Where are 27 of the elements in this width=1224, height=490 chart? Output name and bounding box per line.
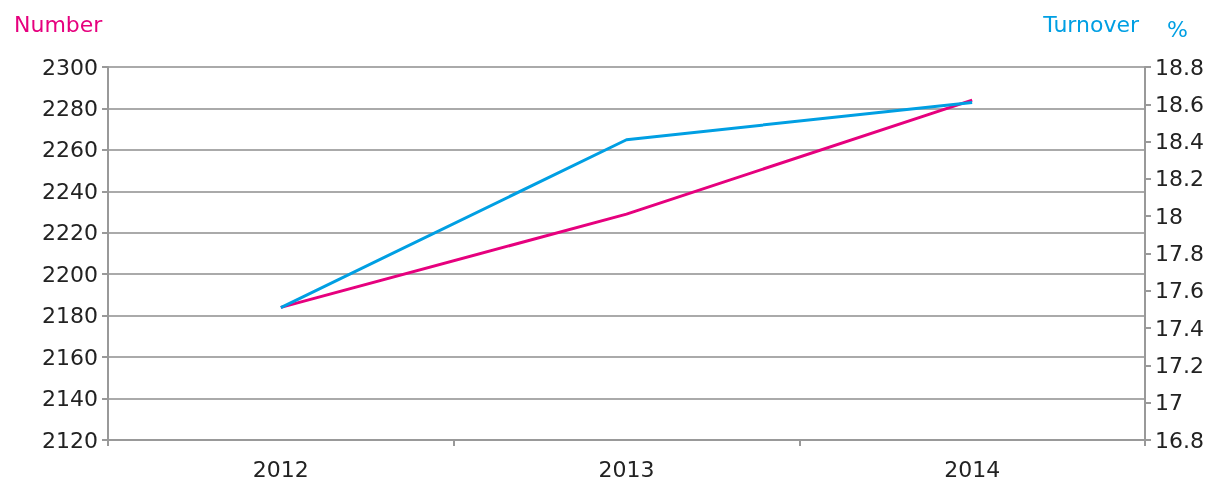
y2-tick-label: 17.6: [1155, 278, 1204, 304]
text: Number: [14, 11, 104, 37]
y-tick-label: 2160: [42, 344, 98, 370]
y-tick-label: 2240: [42, 178, 98, 204]
y-tick-label: 2180: [42, 303, 98, 329]
text: Turnover: [1042, 11, 1140, 37]
y2-tick-label: 17.8: [1155, 241, 1204, 266]
y-tick-label: 2220: [42, 220, 98, 246]
y2-tick-label: 17.2: [1155, 352, 1204, 378]
y2-tick-label: 18.2: [1155, 166, 1204, 192]
x-tick-label: 2014: [944, 456, 1001, 482]
x-tick-label: 2013: [598, 456, 655, 482]
y2-axis-title: %: [1167, 16, 1188, 42]
y2-tick-label: 18.8: [1155, 54, 1204, 80]
y2-tick-label: 16.8: [1155, 427, 1204, 453]
y-tick-label: 2260: [42, 137, 98, 163]
y2-tick-label: 18: [1155, 203, 1183, 229]
y-tick-label: 2300: [42, 54, 98, 80]
y-tick-label: 2140: [42, 386, 98, 412]
y-tick-label: 2200: [42, 261, 98, 287]
x-tick-label: 2012: [252, 456, 309, 482]
y-tick-label: 2120: [42, 427, 98, 453]
y2-tick-label: 18.4: [1155, 129, 1204, 155]
y-tick-label: 2280: [42, 95, 98, 121]
y2-tick-label: 17.4: [1155, 315, 1204, 341]
y2-tick-label: 17: [1155, 390, 1183, 416]
y2-tick-label: 18.6: [1155, 91, 1204, 117]
